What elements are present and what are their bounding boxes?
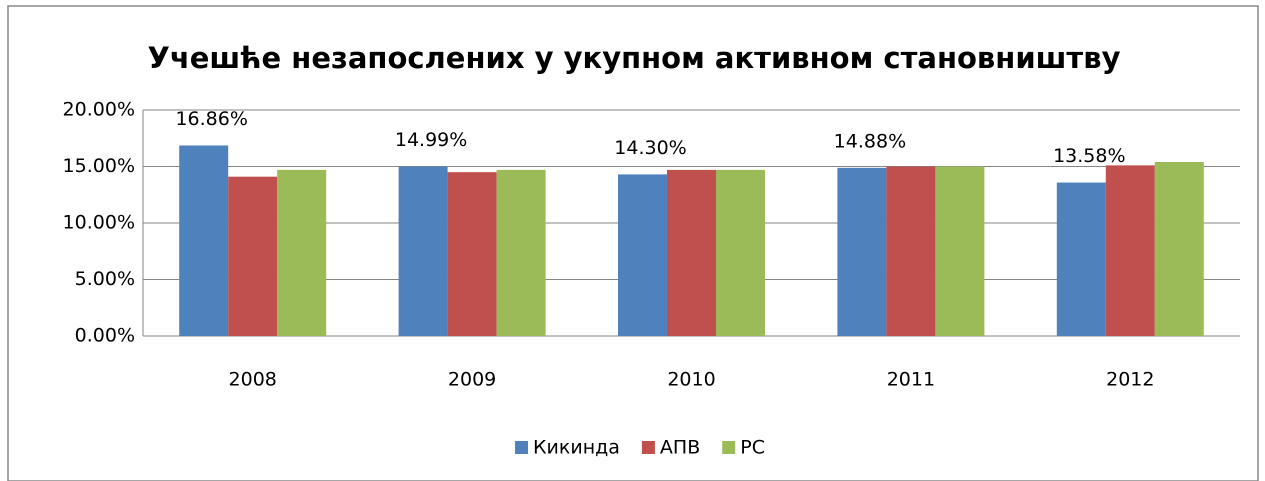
bar	[277, 169, 327, 336]
bar	[1105, 165, 1155, 336]
bar	[667, 169, 716, 336]
bar	[618, 174, 667, 336]
bar	[886, 166, 936, 336]
legend-label: Кикинда	[533, 437, 620, 459]
bar	[935, 166, 985, 336]
bar	[1154, 161, 1204, 336]
data-label: 13.58%	[1053, 145, 1125, 167]
y-tick-label: 20.00%	[63, 99, 135, 121]
bar	[837, 167, 887, 336]
bar	[496, 169, 546, 336]
y-tick-label: 10.00%	[63, 212, 135, 234]
x-tick-label: 2008	[229, 369, 277, 391]
bar	[228, 176, 278, 336]
y-tick-label: 5.00%	[75, 268, 135, 290]
x-tick-label: 2012	[1106, 369, 1154, 391]
bar	[716, 169, 765, 336]
data-label: 14.88%	[834, 130, 906, 152]
data-label: 14.99%	[395, 129, 467, 151]
legend-swatch	[515, 441, 529, 454]
chart-title: Учешће незапослених у укупном активном с…	[147, 41, 1120, 75]
x-tick-label: 2011	[887, 369, 935, 391]
bar	[398, 166, 448, 336]
x-tick-label: 2009	[448, 369, 496, 391]
data-label: 16.86%	[175, 108, 247, 130]
legend-swatch	[722, 441, 736, 454]
legend-swatch	[641, 441, 655, 454]
legend-label: АПВ	[660, 437, 700, 459]
bar	[179, 145, 229, 336]
bar	[447, 172, 497, 336]
y-tick-label: 15.00%	[63, 155, 135, 177]
legend-label: РС	[740, 437, 765, 459]
y-tick-label: 0.00%	[75, 325, 135, 347]
data-label: 14.30%	[614, 137, 686, 159]
bar	[1056, 182, 1106, 336]
x-tick-label: 2010	[667, 369, 715, 391]
